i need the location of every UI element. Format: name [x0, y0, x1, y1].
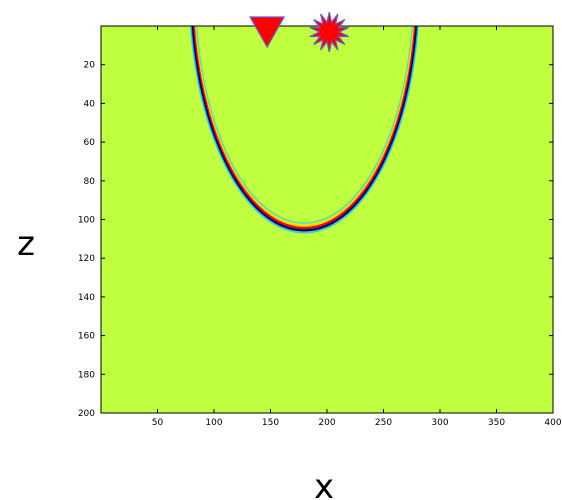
x-tick-label: 300	[431, 418, 448, 428]
plot-area: 50 100 150 200 250 300 350 400 20 40 60 80 100 120 140…	[78, 11, 562, 428]
wavefront-outer-band	[195, 26, 414, 224]
y-tick-label: 60	[84, 138, 96, 148]
wavefront-red-band	[192, 26, 417, 230]
y-tick-label: 180	[78, 370, 95, 380]
x-tick-label: 250	[375, 418, 392, 428]
wavefront-yellow-band	[193, 26, 415, 227]
x-axis-label: x	[314, 467, 334, 500]
x-tick-label: 200	[318, 418, 335, 428]
y-axis-label: z	[17, 224, 35, 264]
y-tick-label: 100	[78, 216, 95, 226]
wavefront-group	[189, 26, 419, 234]
y-tick-label: 120	[78, 254, 95, 264]
y-tick-label: 20	[84, 61, 96, 71]
x-tick-label: 100	[205, 418, 222, 428]
y-tick-label: 80	[84, 177, 96, 187]
y-tick-label: 40	[84, 99, 96, 109]
receiver-triangle-marker	[249, 16, 286, 49]
x-tick-label: 150	[262, 418, 279, 428]
y-tick-label: 200	[78, 409, 95, 419]
wavefront-cyan-band	[189, 26, 419, 234]
x-tick-label: 350	[488, 418, 505, 428]
y-tick-label: 140	[78, 293, 95, 303]
y-tick-label: 160	[78, 332, 95, 342]
wavefront-dark-band	[191, 26, 418, 232]
source-star-marker	[309, 11, 350, 53]
x-tick-label: 50	[152, 418, 164, 428]
x-tick-label: 400	[544, 418, 561, 428]
